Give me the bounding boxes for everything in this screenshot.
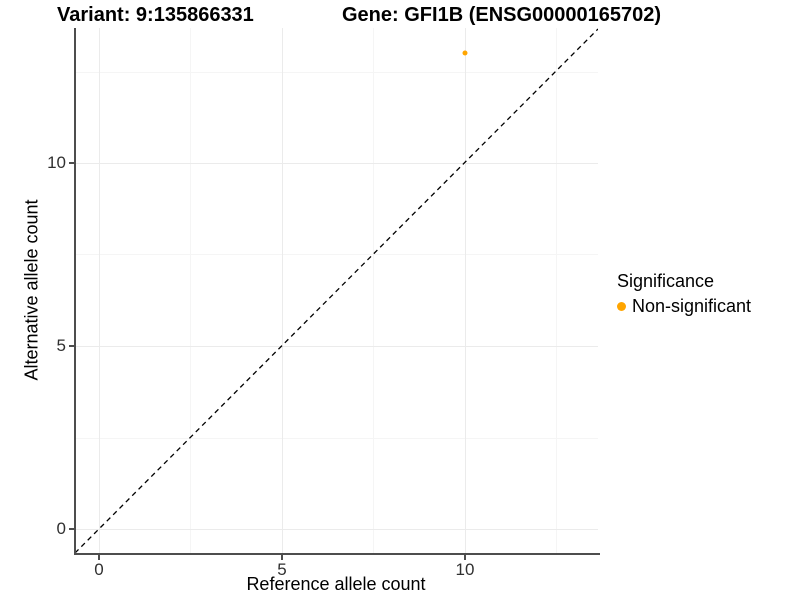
gridline <box>190 28 191 553</box>
legend-item-label: Non-significant <box>632 296 752 316</box>
x-axis-line <box>74 553 600 555</box>
y-tick-label: 0 <box>56 519 66 538</box>
plot-panel <box>74 28 598 553</box>
legend-key-dot-icon <box>617 302 626 311</box>
legend: Significance Non-significant <box>617 271 751 317</box>
x-tick-label: 0 <box>94 560 104 579</box>
gridline <box>74 438 598 439</box>
points-layer <box>74 28 598 553</box>
y-axis-line <box>74 28 76 555</box>
gridline <box>74 72 598 73</box>
gridline <box>373 28 374 553</box>
gridline <box>556 28 557 553</box>
y-tick-mark <box>69 528 74 530</box>
gridline <box>74 163 598 164</box>
gridline <box>465 28 466 553</box>
y-tick-mark <box>69 162 74 164</box>
legend-item-non-significant: Non-significant <box>617 296 751 317</box>
identity-dashed-line <box>74 28 598 553</box>
y-tick-label: 10 <box>47 153 66 172</box>
y-tick-mark <box>69 345 74 347</box>
gridline <box>74 529 598 530</box>
y-axis-label: Alternative allele count <box>21 199 42 381</box>
variant-title: Variant: 9:135866331 <box>57 4 254 26</box>
gridline <box>74 254 598 255</box>
x-tick-mark <box>464 555 466 560</box>
legend-title: Significance <box>617 271 715 291</box>
x-tick-label: 5 <box>277 560 287 579</box>
x-axis-label: Reference allele count <box>246 574 426 594</box>
x-tick-mark <box>98 555 100 560</box>
gridline <box>74 346 598 347</box>
x-tick-label: 10 <box>455 560 475 579</box>
y-tick-label: 5 <box>56 336 66 355</box>
gridline <box>282 28 283 553</box>
data-point <box>462 50 468 56</box>
x-tick-mark <box>281 555 283 560</box>
gene-title: Gene: GFI1B (ENSG00000165702) <box>342 4 662 26</box>
gridline <box>99 28 100 553</box>
